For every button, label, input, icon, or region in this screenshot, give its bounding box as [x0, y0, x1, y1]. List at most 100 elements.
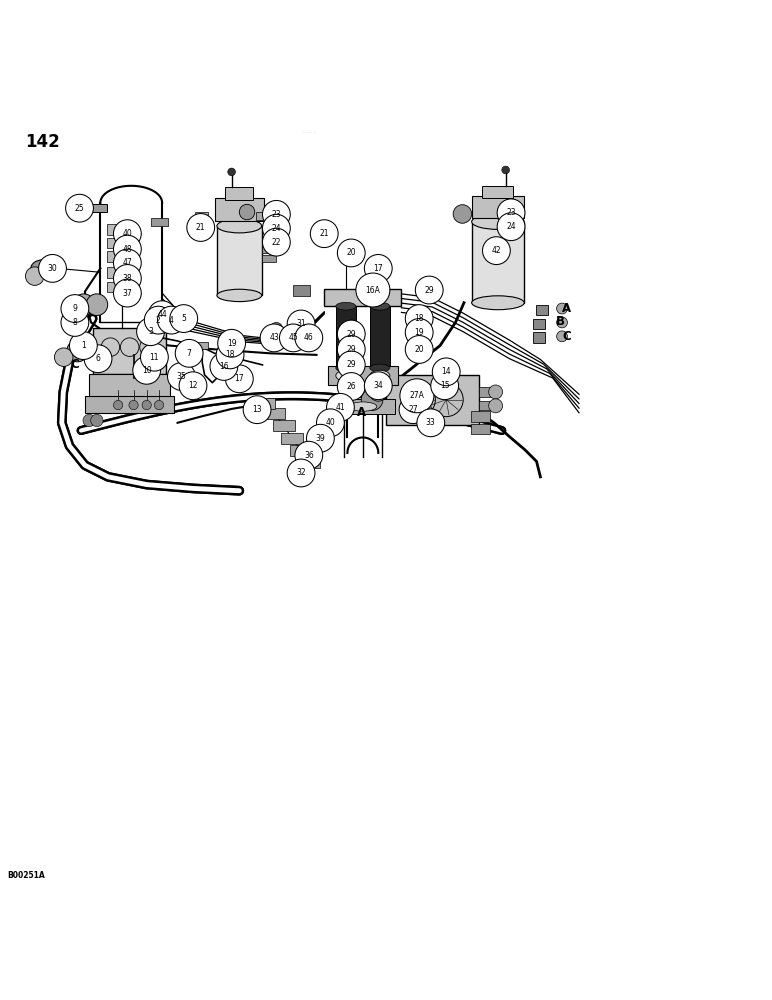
Text: 3: 3	[148, 327, 153, 336]
Text: 37: 37	[123, 289, 132, 298]
Circle shape	[431, 372, 459, 400]
Circle shape	[408, 323, 423, 339]
Circle shape	[260, 324, 288, 352]
Bar	[328, 366, 398, 385]
Bar	[262, 255, 276, 262]
Circle shape	[262, 214, 290, 242]
Bar	[195, 212, 208, 220]
Text: 31: 31	[296, 319, 306, 328]
Circle shape	[342, 255, 350, 262]
Text: 21: 21	[196, 223, 205, 232]
Ellipse shape	[31, 260, 54, 277]
Circle shape	[83, 414, 96, 427]
Bar	[253, 398, 275, 409]
Circle shape	[405, 319, 433, 346]
Text: 1: 1	[81, 341, 86, 350]
Text: 24: 24	[272, 224, 281, 233]
Circle shape	[557, 317, 567, 328]
Ellipse shape	[349, 402, 377, 411]
Bar	[471, 424, 490, 434]
Circle shape	[157, 306, 185, 334]
Circle shape	[218, 329, 245, 357]
Bar	[151, 305, 166, 317]
Circle shape	[61, 295, 89, 322]
Text: 15: 15	[440, 381, 449, 390]
Bar	[219, 342, 232, 349]
Text: 29: 29	[347, 330, 356, 339]
Text: 16: 16	[219, 362, 229, 371]
Bar	[482, 186, 513, 198]
Text: 24: 24	[506, 222, 516, 231]
Text: 33: 33	[426, 418, 435, 427]
Text: 46: 46	[304, 333, 313, 342]
Bar	[225, 187, 253, 200]
Ellipse shape	[472, 214, 524, 229]
Bar	[472, 196, 524, 218]
Circle shape	[405, 305, 433, 332]
Ellipse shape	[370, 364, 390, 372]
Circle shape	[86, 294, 107, 315]
Bar	[263, 408, 285, 419]
Text: 39: 39	[316, 434, 325, 443]
Circle shape	[415, 276, 443, 304]
Text: 27A: 27A	[409, 391, 425, 400]
Circle shape	[216, 341, 244, 369]
Bar	[336, 306, 356, 368]
Text: A: A	[562, 302, 571, 315]
Text: 35: 35	[177, 372, 186, 381]
Text: C: C	[70, 358, 80, 371]
Circle shape	[306, 424, 334, 452]
Text: 19: 19	[227, 339, 236, 348]
Circle shape	[357, 278, 377, 299]
Text: 18: 18	[415, 314, 424, 323]
Text: 16A: 16A	[365, 286, 381, 295]
Bar	[273, 420, 295, 431]
Circle shape	[279, 324, 307, 352]
Text: 4: 4	[169, 316, 174, 325]
Bar	[472, 222, 524, 303]
Circle shape	[317, 409, 344, 437]
Ellipse shape	[336, 370, 356, 381]
Circle shape	[482, 237, 510, 265]
Circle shape	[113, 279, 141, 307]
Ellipse shape	[217, 219, 262, 233]
Bar	[533, 319, 545, 329]
Bar	[330, 399, 395, 414]
Circle shape	[39, 255, 66, 282]
Text: 12: 12	[188, 381, 198, 390]
Text: 6: 6	[96, 354, 100, 363]
Circle shape	[327, 393, 354, 421]
Circle shape	[262, 200, 290, 228]
Text: B: B	[341, 406, 350, 419]
Bar	[85, 396, 174, 413]
Circle shape	[113, 235, 141, 263]
Text: 30: 30	[48, 264, 57, 273]
Circle shape	[364, 372, 392, 400]
Circle shape	[61, 309, 89, 336]
Text: 10: 10	[142, 366, 151, 375]
Ellipse shape	[217, 289, 262, 302]
Circle shape	[148, 301, 176, 329]
Text: B: B	[556, 315, 565, 328]
Bar	[386, 375, 479, 425]
Circle shape	[453, 205, 472, 223]
Text: 36: 36	[304, 451, 313, 460]
Circle shape	[141, 343, 168, 371]
Circle shape	[417, 409, 445, 437]
Bar	[217, 226, 262, 295]
Circle shape	[337, 336, 365, 363]
Circle shape	[295, 324, 323, 352]
Circle shape	[337, 320, 365, 348]
Circle shape	[187, 214, 215, 241]
Circle shape	[113, 220, 141, 248]
Circle shape	[25, 267, 44, 285]
Text: 44: 44	[157, 310, 167, 319]
Circle shape	[497, 199, 525, 227]
Ellipse shape	[472, 296, 524, 310]
Circle shape	[113, 265, 141, 292]
Text: 23: 23	[506, 208, 516, 217]
Circle shape	[287, 310, 315, 338]
Text: 38: 38	[123, 274, 132, 283]
Text: 25: 25	[75, 204, 84, 213]
Text: 41: 41	[336, 403, 345, 412]
